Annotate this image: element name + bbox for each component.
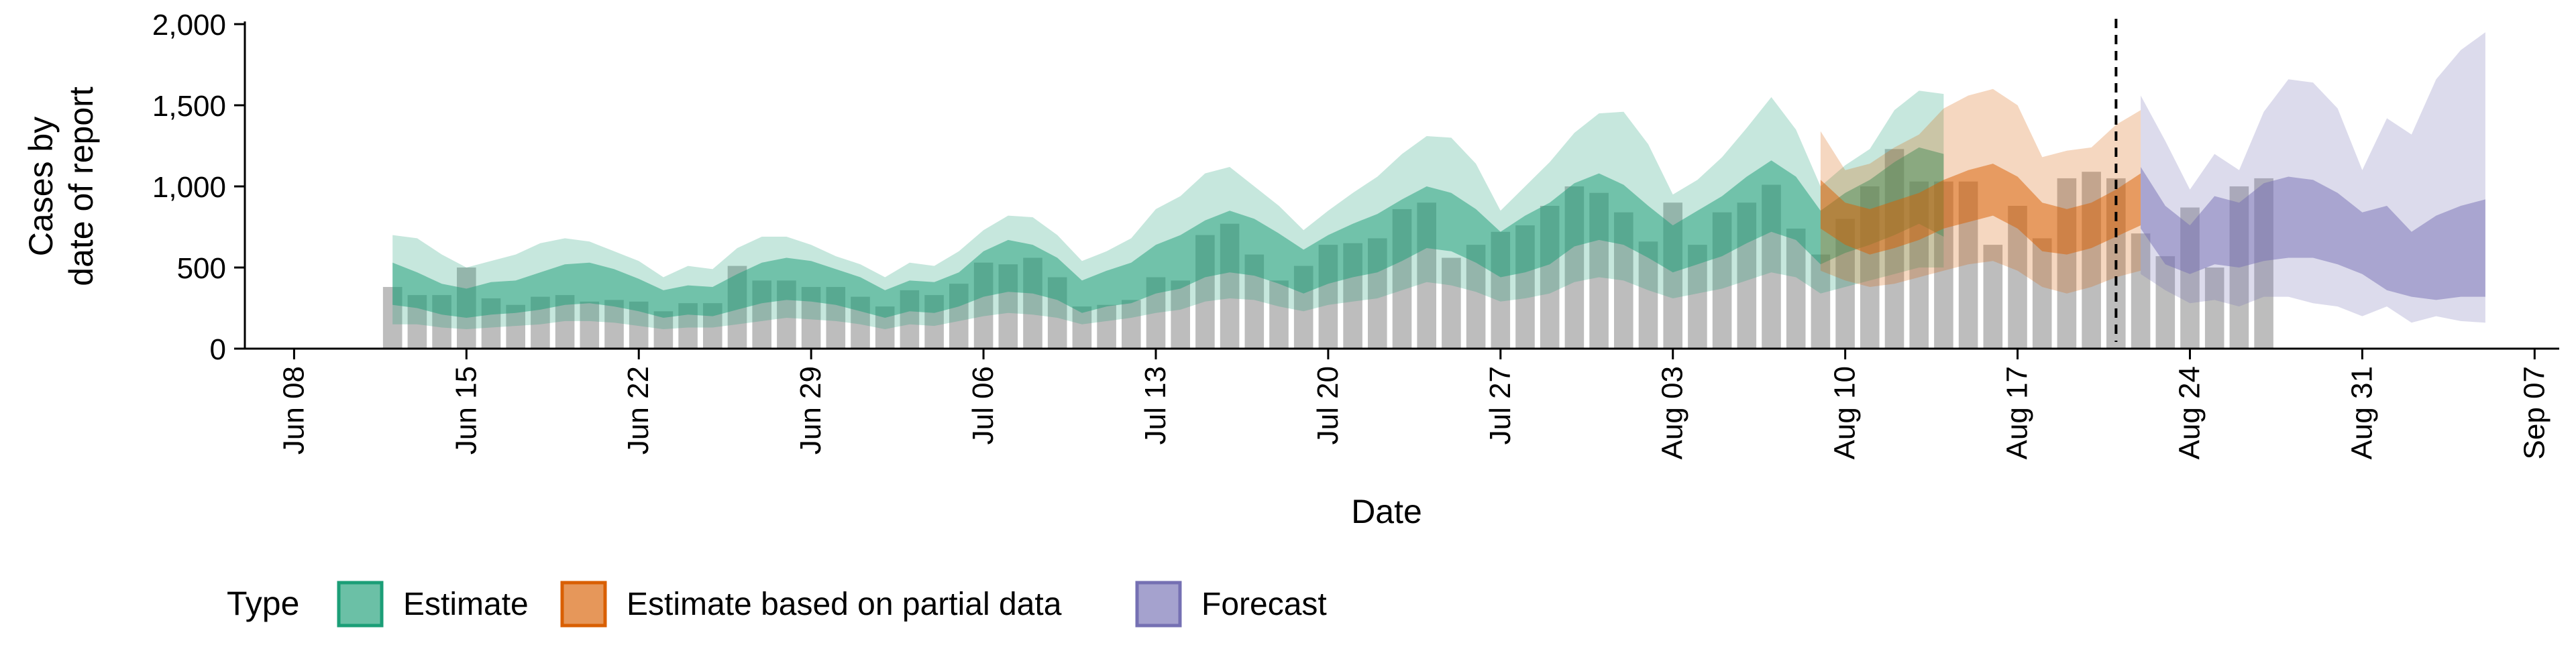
case-bar (1269, 280, 1289, 349)
axes-layer: 0 500 1,000 1,500 2,000 Jun 08 Jun 15 Jun 22 Jun… (152, 9, 2559, 459)
y-tick-label: 0 (210, 333, 226, 366)
estimate-based-on-partial-data-inner-band (1820, 164, 2141, 255)
case-bar (1171, 280, 1190, 349)
x-tick-label: Jun 15 (449, 366, 482, 455)
y-tick-label: 1,500 (152, 90, 226, 123)
case-bar (2057, 178, 2077, 349)
x-tick-label: Jun 08 (277, 366, 310, 455)
x-axis-label: Date (1351, 493, 1422, 530)
case-bar (2131, 233, 2151, 349)
case-bar (2032, 238, 2052, 349)
case-bar (1442, 257, 1461, 349)
forecast-inner-band (2141, 167, 2485, 300)
x-tick-label: Jun 22 (622, 366, 655, 455)
x-tick-label: Jul 06 (967, 366, 1000, 445)
x-tick-label: Aug 31 (2345, 366, 2378, 459)
legend-swatch (560, 581, 607, 628)
x-tick-label: Aug 24 (2173, 366, 2206, 459)
x-tick-label: Sep 07 (2518, 366, 2551, 459)
case-bar (580, 301, 600, 349)
y-tick-label: 1,000 (152, 171, 226, 204)
legend-label: Estimate (403, 587, 529, 622)
case-bar (604, 300, 624, 349)
x-tick-label: Aug 10 (1829, 366, 1862, 459)
x-tick-label: Aug 03 (1656, 366, 1689, 459)
y-tick-label: 500 (177, 252, 226, 285)
case-bar (1097, 304, 1116, 349)
legend: Type Estimate Estimate based on partial da… (227, 581, 1327, 628)
legend-swatch (337, 581, 384, 628)
x-tick-label: Jul 20 (1311, 366, 1344, 445)
legend-swatch (1135, 581, 1182, 628)
case-bar (1983, 245, 2003, 349)
y-axis-label-line: date of report (62, 86, 100, 286)
case-bar (1072, 306, 1092, 349)
legend-label: Estimate based on partial data (627, 587, 1062, 622)
bands-layer (392, 32, 2485, 329)
estimate-inner-band (392, 147, 1944, 318)
y-tick-label: 2,000 (152, 9, 226, 42)
case-bar (1811, 254, 1831, 349)
legend-label: Forecast (1201, 587, 1327, 622)
case-bar (1786, 228, 1806, 349)
x-tick-label: Aug 17 (2001, 366, 2034, 459)
y-axis-label: Cases by date of report (22, 86, 100, 286)
y-axis-label-line: Cases by (22, 117, 60, 256)
x-tick-label: Jul 27 (1484, 366, 1517, 445)
x-tick-label: Jul 13 (1139, 366, 1172, 445)
case-bar (2204, 268, 2224, 349)
x-tick-label: Jun 29 (794, 366, 827, 455)
case-bar (1122, 300, 1141, 349)
case-bar (2155, 256, 2176, 349)
legend-title: Type (227, 585, 299, 622)
